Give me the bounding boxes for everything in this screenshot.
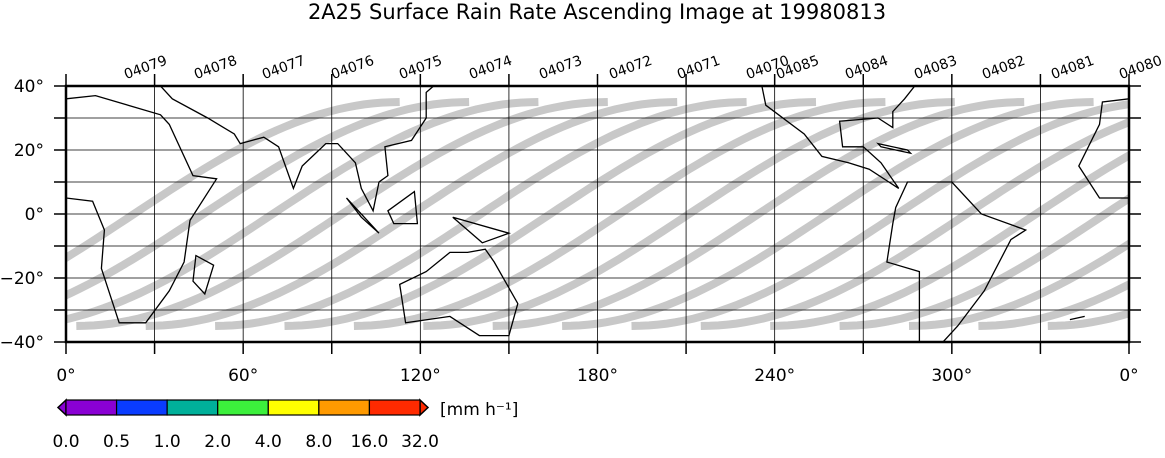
colorbar: 0.0 0.5 1.0 2.0 4.0 8.0 16.0 32.0[mm h⁻¹] <box>52 398 518 452</box>
colorbar-label: 0.0 <box>52 432 79 452</box>
colorbar-label: 0.5 <box>103 432 130 452</box>
coastline <box>66 94 218 324</box>
colorbar-segment <box>318 399 371 416</box>
colorbar-label: 4.0 <box>255 432 282 452</box>
coastline <box>398 248 519 337</box>
colorbar-label: 16.0 <box>350 432 388 452</box>
lat-label: −20° <box>0 269 44 289</box>
map-frame <box>64 84 1131 344</box>
lat-label: 40° <box>14 77 44 97</box>
coastline <box>387 190 419 225</box>
grid <box>54 74 1141 354</box>
orbit-swath <box>978 279 1129 330</box>
colorbar-segment <box>115 399 168 416</box>
coastline <box>886 181 1028 342</box>
lat-label: 0° <box>25 205 44 225</box>
title: 2A25 Surface Rain Rate Ascending Image a… <box>308 0 886 24</box>
coastline <box>345 197 380 234</box>
lat-label: 20° <box>14 141 44 161</box>
coastline <box>761 86 916 189</box>
colorbar-segment <box>217 399 269 416</box>
coastline <box>192 254 215 296</box>
coastline <box>159 86 435 213</box>
colorbar-segment <box>166 399 219 416</box>
lon-label: 240° <box>754 366 795 386</box>
lon-label: 0° <box>1119 366 1138 386</box>
colorbar-label: 32.0 <box>401 432 439 452</box>
coastline <box>1078 98 1129 199</box>
colorbar-segment <box>267 399 320 416</box>
colorbar-label: 1.0 <box>154 432 181 452</box>
colorbar-label: 2.0 <box>204 432 231 452</box>
lon-label: 60° <box>228 366 258 386</box>
lat-label: −40° <box>0 333 44 353</box>
lon-label: 120° <box>400 366 441 386</box>
coastline <box>876 142 913 155</box>
colorbar-segment <box>65 399 118 416</box>
coastlines <box>66 86 1129 342</box>
colorbar-unit: [mm h⁻¹] <box>440 400 518 420</box>
lon-label: 300° <box>931 366 972 386</box>
coastline <box>1069 315 1085 321</box>
colorbar-segment <box>368 399 421 416</box>
lon-label: 180° <box>577 366 618 386</box>
lon-label: 0° <box>56 366 75 386</box>
coastline <box>452 216 512 244</box>
orbit-swath <box>908 239 1129 330</box>
colorbar-label: 8.0 <box>305 432 332 452</box>
